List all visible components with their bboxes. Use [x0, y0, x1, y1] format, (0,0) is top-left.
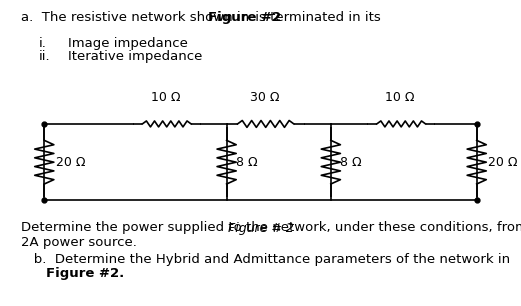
Text: 10 Ω: 10 Ω	[386, 91, 415, 104]
Text: 30 Ω: 30 Ω	[250, 91, 279, 104]
Text: b.  Determine the Hybrid and Admittance parameters of the network in: b. Determine the Hybrid and Admittance p…	[21, 253, 510, 266]
Text: 8 Ω: 8 Ω	[340, 156, 362, 169]
Text: i.: i.	[39, 37, 47, 50]
Text: Figure #2: Figure #2	[208, 11, 281, 24]
Text: Figure #2.: Figure #2.	[46, 267, 124, 280]
Text: 10 Ω: 10 Ω	[151, 91, 180, 104]
Text: 20 Ω: 20 Ω	[56, 156, 85, 169]
Text: ii.: ii.	[39, 50, 51, 62]
Text: Image impedance: Image impedance	[68, 37, 188, 50]
Text: Figure # 2: Figure # 2	[228, 222, 293, 235]
Text: 20 Ω: 20 Ω	[488, 156, 518, 169]
Text: is terminated in its: is terminated in its	[251, 11, 380, 24]
Text: Determine the power supplied to the network, under these conditions, from a: Determine the power supplied to the netw…	[21, 221, 521, 234]
Text: 2A power source.: 2A power source.	[21, 236, 137, 248]
Text: a.  The resistive network shown in: a. The resistive network shown in	[21, 11, 253, 24]
Text: Iterative impedance: Iterative impedance	[68, 50, 202, 62]
Text: 8 Ω: 8 Ω	[236, 156, 258, 169]
